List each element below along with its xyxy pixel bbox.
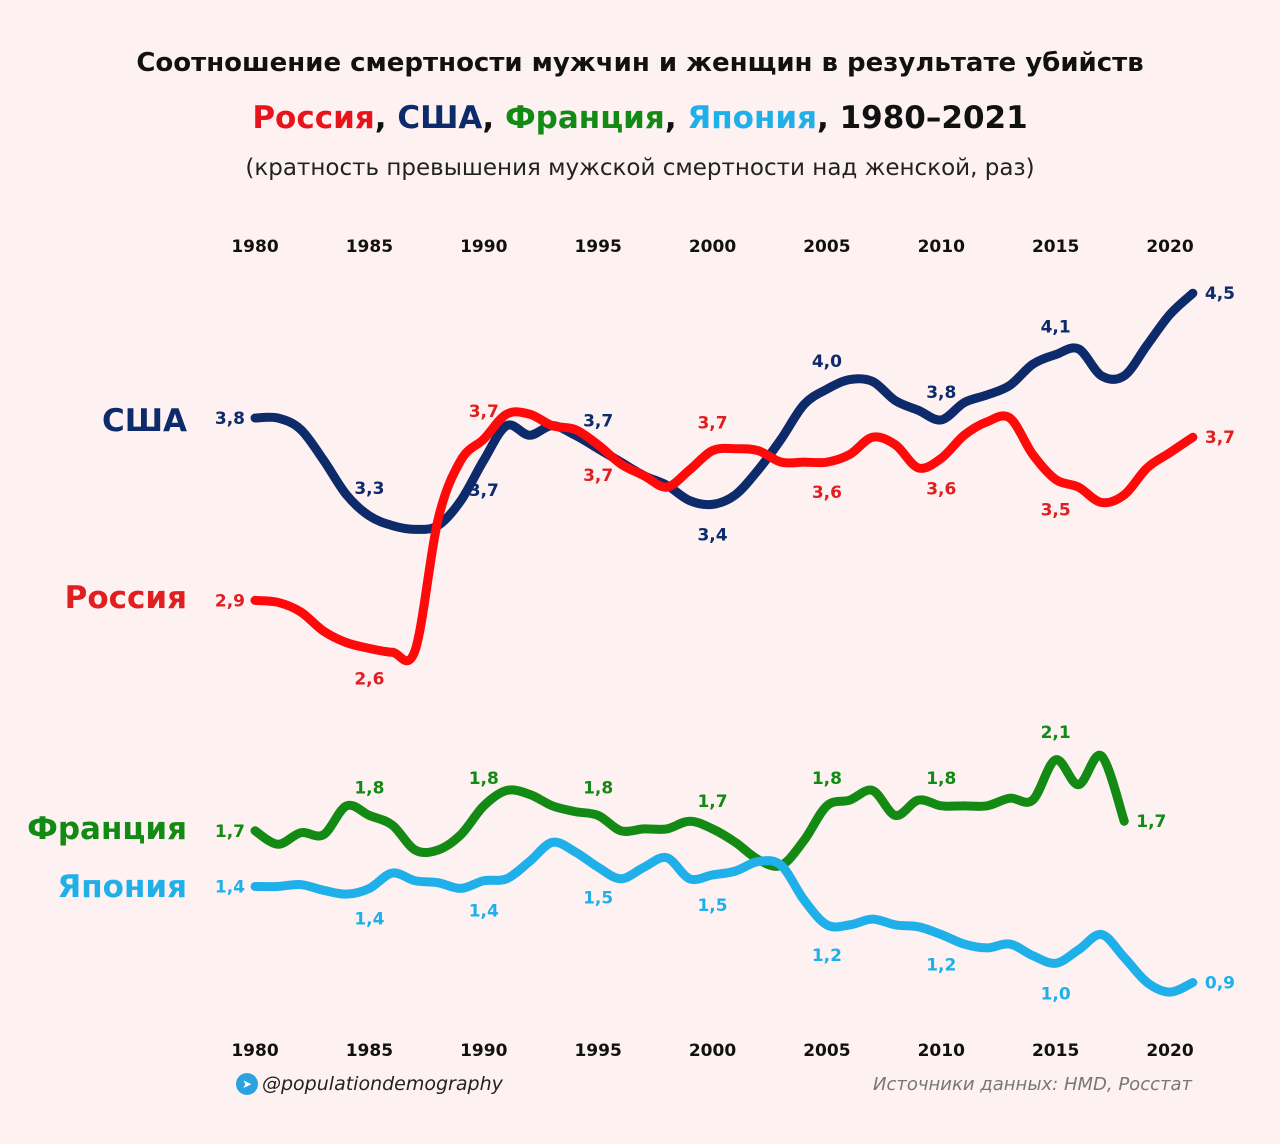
series-name-label: Франция xyxy=(27,811,187,847)
data-label: 1,5 xyxy=(583,888,613,908)
x-tick-label-top: 1990 xyxy=(460,237,507,257)
x-tick-label-bottom: 2015 xyxy=(1032,1041,1079,1061)
subtitle-japan: Япония xyxy=(687,100,818,136)
subtitle-sep: , xyxy=(374,100,398,136)
subtitle-sep: , xyxy=(482,100,505,136)
data-label: 2,1 xyxy=(1041,723,1071,743)
x-tick-label-top: 2010 xyxy=(918,237,965,257)
subtitle-russia: Россия xyxy=(252,100,375,136)
data-label: 3,4 xyxy=(697,525,727,545)
data-label: 0,9 xyxy=(1205,973,1235,993)
data-label: 2,6 xyxy=(354,669,384,689)
subtitle-sep: , xyxy=(664,100,688,136)
data-label: 4,1 xyxy=(1041,318,1071,338)
series-line xyxy=(250,837,1198,997)
handle-text: @populationdemography xyxy=(262,1073,503,1095)
x-tick-label-bottom: 1990 xyxy=(460,1041,507,1061)
data-label: 3,6 xyxy=(812,483,842,503)
data-label: 1,7 xyxy=(1136,812,1166,832)
data-label: 4,0 xyxy=(812,352,842,372)
series-line xyxy=(250,750,1129,871)
x-tick-label-top: 2015 xyxy=(1032,237,1079,257)
data-label: 3,7 xyxy=(583,466,613,486)
x-tick-label-top: 1980 xyxy=(231,237,278,257)
subtitle-years: , 1980–2021 xyxy=(817,100,1028,136)
x-tick-label-bottom: 2010 xyxy=(918,1041,965,1061)
data-label: 1,2 xyxy=(926,955,956,975)
chart-title: Соотношение смертности мужчин и женщин в… xyxy=(136,48,1144,78)
data-label: 3,7 xyxy=(697,414,727,434)
x-tick-label-bottom: 1980 xyxy=(231,1041,278,1061)
data-label: 1,8 xyxy=(354,778,384,798)
data-label: 3,3 xyxy=(354,479,384,499)
series-line xyxy=(250,407,1198,666)
data-label: 3,7 xyxy=(583,412,613,432)
x-tick-label-top: 2020 xyxy=(1146,237,1193,257)
subtitle-france: Франция xyxy=(504,100,665,136)
data-label: 3,7 xyxy=(1205,428,1235,448)
data-label: 2,9 xyxy=(215,591,245,611)
data-label: 1,8 xyxy=(812,769,842,789)
x-tick-label-top: 1995 xyxy=(574,237,621,257)
x-tick-label-bottom: 1995 xyxy=(574,1041,621,1061)
x-tick-label-bottom: 2020 xyxy=(1146,1041,1193,1061)
x-tick-label-top: 2000 xyxy=(689,237,736,257)
x-tick-label-top: 2005 xyxy=(803,237,850,257)
data-label: 3,8 xyxy=(215,409,245,429)
data-label: 1,4 xyxy=(469,902,499,922)
data-label: 1,7 xyxy=(215,822,245,842)
data-label: 3,6 xyxy=(926,479,956,499)
data-label: 3,7 xyxy=(469,481,499,501)
x-tick-label-bottom: 1985 xyxy=(346,1041,393,1061)
data-label: 1,5 xyxy=(697,896,727,916)
chart-note: (кратность превышения мужской смертности… xyxy=(245,155,1035,181)
data-label: 3,5 xyxy=(1041,500,1071,520)
x-tick-label-top: 1985 xyxy=(346,237,393,257)
telegram-icon: ➤ xyxy=(236,1073,258,1095)
series-name-label: Россия xyxy=(65,580,187,616)
footer-handle[interactable]: ➤ @populationdemography xyxy=(236,1073,503,1095)
series-line xyxy=(250,288,1198,534)
data-label: 1,2 xyxy=(812,946,842,966)
data-label: 1,8 xyxy=(583,778,613,798)
data-label: 1,4 xyxy=(215,877,245,897)
chart-subtitle: Россия, США, Франция, Япония, 1980–2021 xyxy=(0,100,1280,136)
data-label: 1,7 xyxy=(697,792,727,812)
data-label: 3,7 xyxy=(469,402,499,422)
data-source: Источники данных: HMD, Росстат xyxy=(873,1074,1192,1095)
series-name-label: Япония xyxy=(57,869,187,905)
subtitle-usa: США xyxy=(397,100,483,136)
data-label: 1,0 xyxy=(1041,984,1071,1004)
x-tick-label-bottom: 2000 xyxy=(689,1041,736,1061)
data-label: 1,4 xyxy=(354,909,384,929)
series-name-label: США xyxy=(102,403,187,439)
data-label: 4,5 xyxy=(1205,284,1235,304)
data-label: 1,8 xyxy=(469,769,499,789)
data-label: 3,8 xyxy=(926,383,956,403)
x-tick-label-bottom: 2005 xyxy=(803,1041,850,1061)
data-label: 1,8 xyxy=(926,769,956,789)
